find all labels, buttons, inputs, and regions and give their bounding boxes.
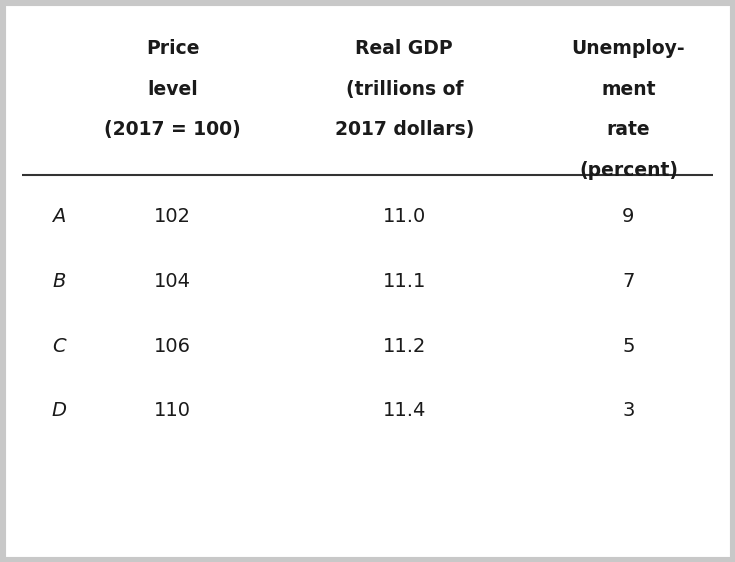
- Text: Unemploy-: Unemploy-: [572, 39, 685, 58]
- Text: level: level: [147, 80, 198, 99]
- Text: 2017 dollars): 2017 dollars): [334, 120, 474, 139]
- Text: Real GDP: Real GDP: [356, 39, 453, 58]
- Text: B: B: [52, 272, 65, 291]
- Text: D: D: [51, 401, 66, 420]
- Text: 110: 110: [154, 401, 191, 420]
- Text: 11.1: 11.1: [382, 272, 426, 291]
- Text: C: C: [52, 337, 65, 356]
- Text: 11.4: 11.4: [382, 401, 426, 420]
- Text: (2017 = 100): (2017 = 100): [104, 120, 241, 139]
- Text: A: A: [52, 207, 65, 226]
- Text: 9: 9: [623, 207, 634, 226]
- Text: 104: 104: [154, 272, 191, 291]
- Text: 5: 5: [622, 337, 635, 356]
- Text: 106: 106: [154, 337, 191, 356]
- Text: 7: 7: [623, 272, 634, 291]
- Text: rate: rate: [606, 120, 650, 139]
- Text: 3: 3: [623, 401, 634, 420]
- Text: (trillions of: (trillions of: [345, 80, 463, 99]
- Text: ment: ment: [601, 80, 656, 99]
- Text: 11.2: 11.2: [382, 337, 426, 356]
- Text: (percent): (percent): [579, 161, 678, 180]
- Text: 11.0: 11.0: [383, 207, 426, 226]
- Text: Price: Price: [146, 39, 199, 58]
- Text: 102: 102: [154, 207, 191, 226]
